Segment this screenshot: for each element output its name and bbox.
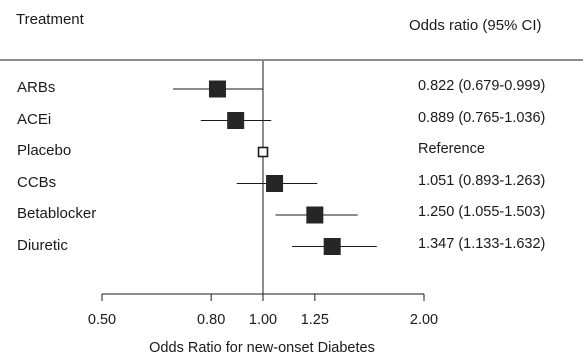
row-label: Betablocker <box>17 205 97 222</box>
reference-marker <box>257 146 269 158</box>
point-estimate-marker <box>323 238 341 255</box>
x-tick-label: 0.50 <box>88 312 116 328</box>
x-tick-label: 1.25 <box>301 312 329 328</box>
header-odds-ratio: Odds ratio (95% CI) <box>409 17 542 34</box>
row-odds-ratio: Reference <box>418 141 485 157</box>
row-odds-ratio: 1.347 (1.133-1.632) <box>418 235 546 252</box>
row-odds-ratio: 1.051 (0.893-1.263) <box>418 172 546 189</box>
row-label: ARBs <box>17 79 56 96</box>
point-estimate-marker <box>227 112 245 129</box>
row-label: Placebo <box>17 142 72 159</box>
point-estimate-marker <box>208 80 226 98</box>
header-treatment: Treatment <box>16 11 84 28</box>
x-tick-label: 2.00 <box>410 312 438 328</box>
point-estimate-marker <box>266 175 284 192</box>
point-estimate-marker <box>306 206 324 224</box>
row-label: Diuretic <box>17 236 68 254</box>
x-tick-label: 1.00 <box>249 312 277 328</box>
row-label: CCBs <box>17 173 57 191</box>
x-tick-label: 0.80 <box>197 312 225 328</box>
row-odds-ratio: 0.822 (0.679-0.999) <box>418 78 546 94</box>
x-axis-label: Odds Ratio for new-onset Diabetes <box>149 340 375 356</box>
row-label: ACEi <box>17 110 52 128</box>
row-odds-ratio: 0.889 (0.765-1.036) <box>418 109 546 126</box>
row-odds-ratio: 1.250 (1.055-1.503) <box>418 204 546 220</box>
